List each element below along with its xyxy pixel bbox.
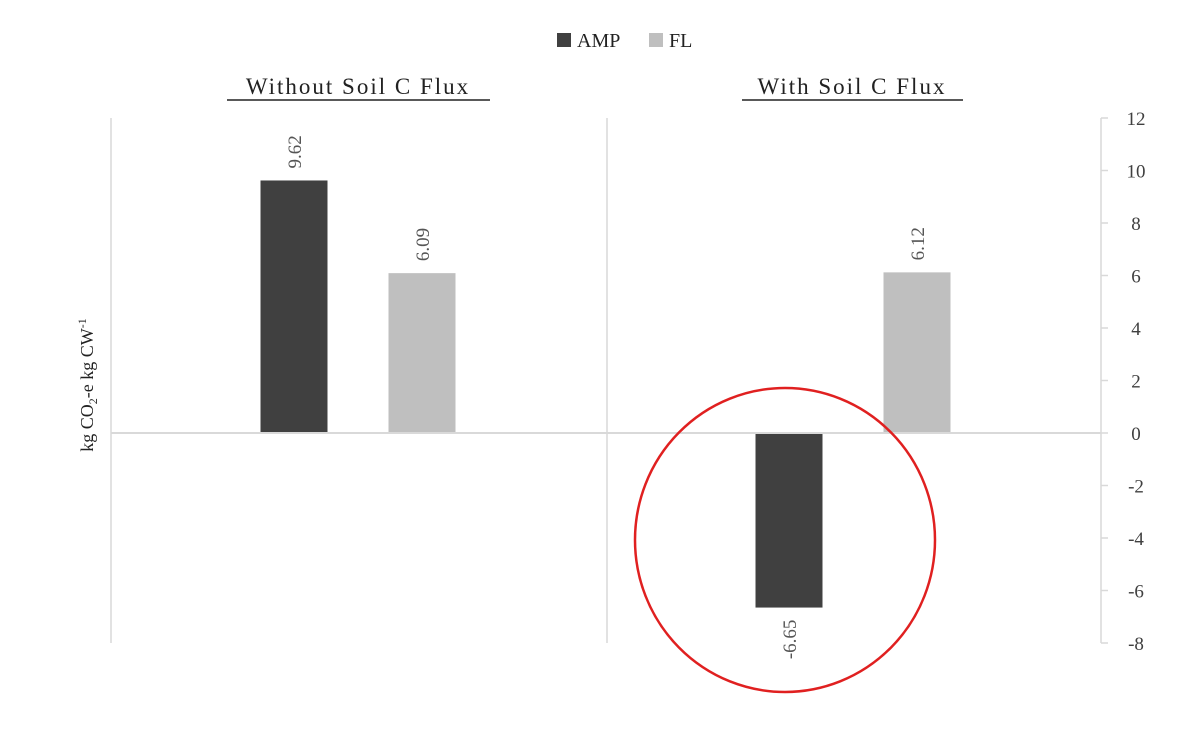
y-tick-label: 2 (1131, 372, 1141, 393)
y-tick-label: -8 (1128, 634, 1144, 655)
legend: AMP FL (557, 30, 692, 52)
legend-label-fl: FL (669, 30, 692, 52)
y-tick-label: 0 (1131, 424, 1141, 445)
y-axis-ticks: 12 10 8 6 4 2 0 -2 -4 -6 -8 (1101, 109, 1146, 655)
annotation-circle (633, 386, 937, 694)
bar-fl-0 (388, 273, 456, 433)
bars (260, 180, 951, 608)
y-tick-label: 6 (1131, 267, 1141, 288)
data-label: 6.12 (908, 227, 929, 260)
y-axis-label: kg CO2-e kg CW-1 (75, 318, 100, 452)
y-tick-label: -2 (1128, 477, 1144, 498)
legend-swatch-fl (649, 33, 663, 47)
y-tick-label: 4 (1131, 319, 1141, 340)
bar-fl-1 (883, 272, 951, 433)
data-label: -6.65 (780, 620, 801, 660)
data-label: 6.09 (413, 228, 434, 261)
y-tick-label: 8 (1131, 214, 1141, 235)
bar-amp-0 (260, 180, 328, 433)
panel-title-without-soil: Without Soil C Flux (246, 74, 470, 99)
y-tick-label: 12 (1127, 109, 1146, 130)
bar-amp-1 (755, 433, 823, 608)
legend-swatch-amp (557, 33, 571, 47)
y-tick-label: 10 (1127, 162, 1146, 183)
legend-label-amp: AMP (577, 30, 620, 52)
y-tick-label: -6 (1128, 582, 1144, 603)
data-labels: 9.62 -6.65 6.09 6.12 (285, 135, 929, 659)
data-label: 9.62 (285, 135, 306, 168)
y-tick-label: -4 (1128, 529, 1144, 550)
panel-title-with-soil: With Soil C Flux (758, 74, 947, 99)
